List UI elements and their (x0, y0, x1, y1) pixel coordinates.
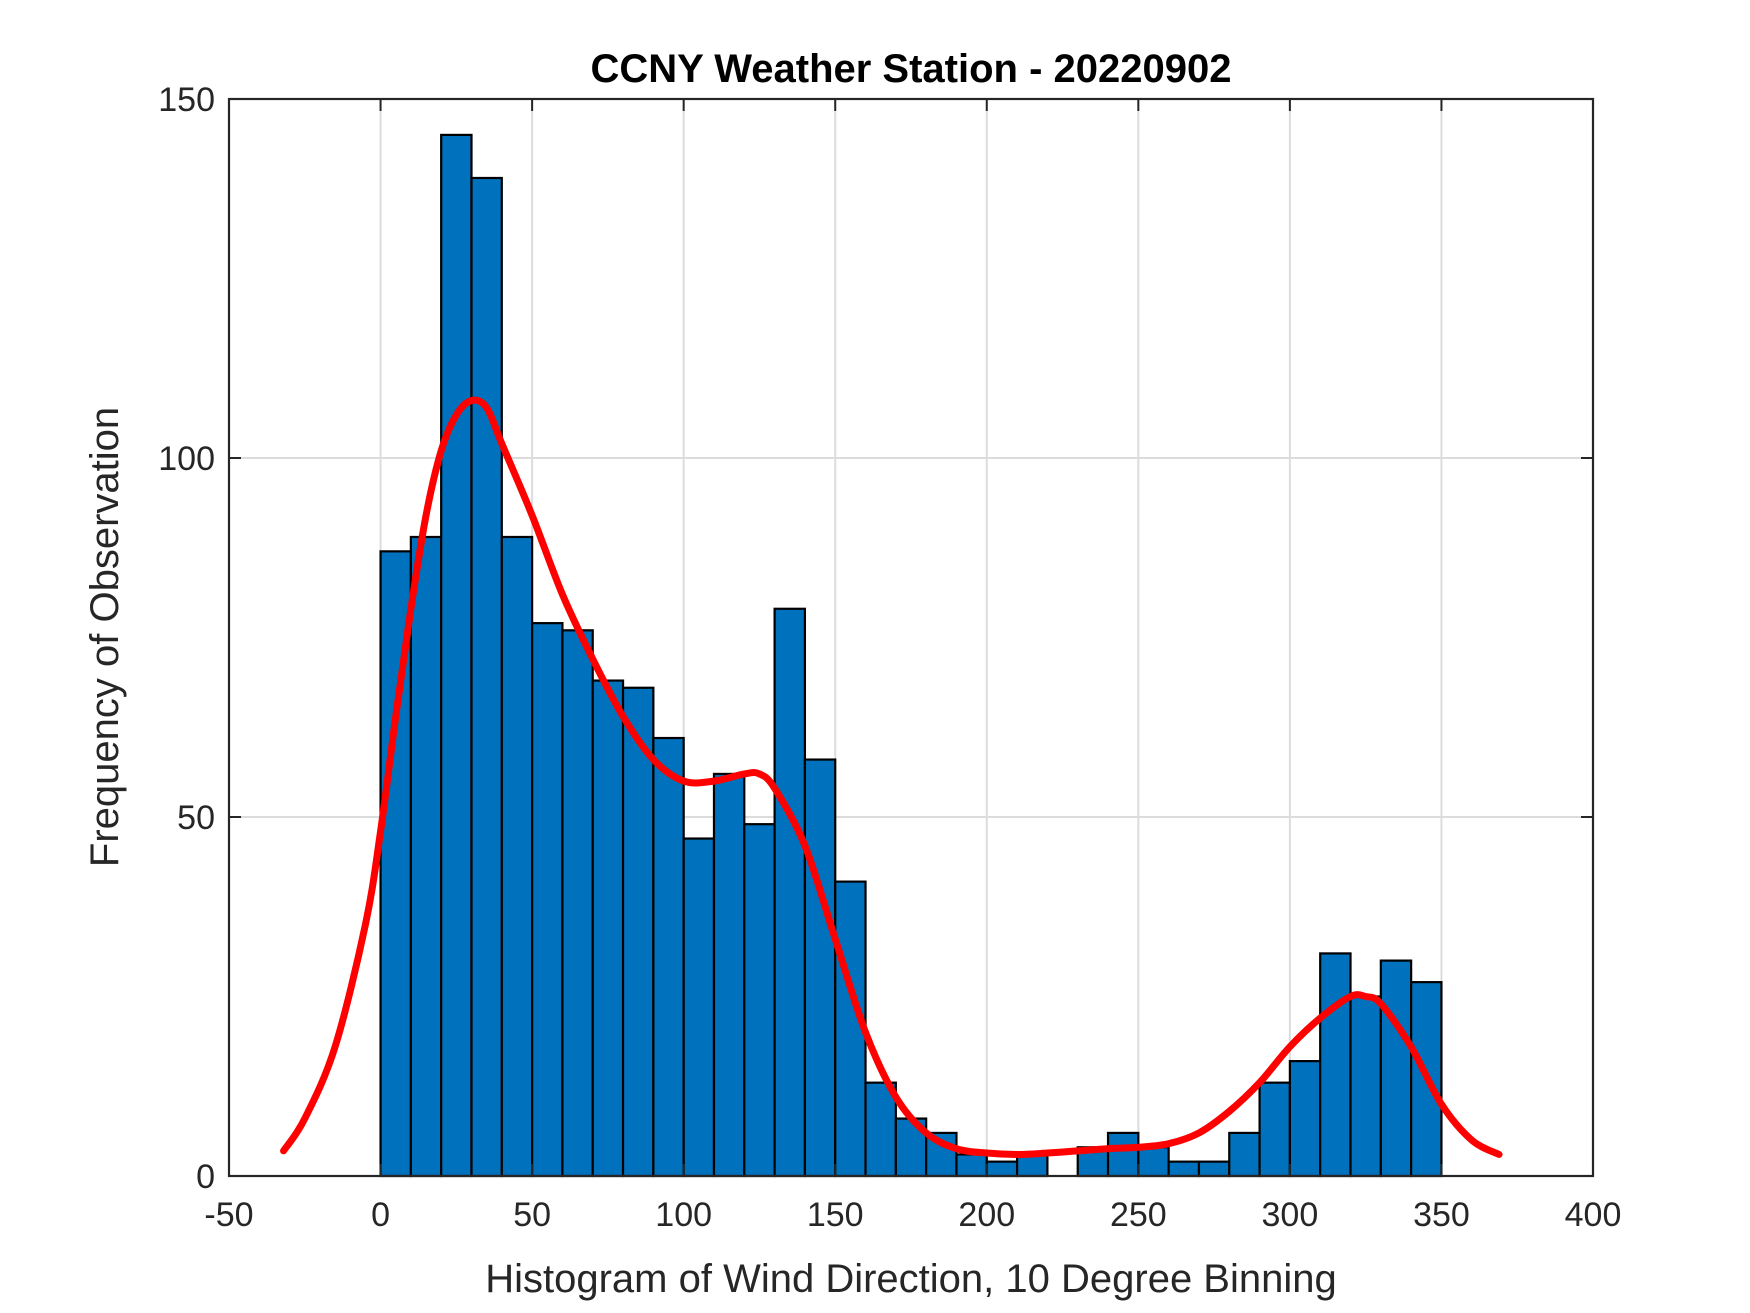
y-tick-label: 150 (158, 81, 215, 119)
histogram-bar (985, 1160, 1019, 1178)
x-tick-label: 0 (371, 1196, 390, 1234)
histogram-bar (500, 535, 534, 1178)
x-tick-label: -50 (204, 1196, 253, 1234)
axes-frame (227, 97, 1595, 1178)
histogram-bar (1349, 995, 1382, 1178)
histogram-bar (1258, 1081, 1291, 1178)
x-axis-label: Histogram of Wind Direction, 10 Degree B… (485, 1257, 1337, 1301)
axes-box (227, 97, 1595, 1178)
x-tick-labels: -50 0 50 100 150 200 250 300 350 400 (204, 1196, 1621, 1234)
x-tick-label: 100 (655, 1196, 712, 1234)
histogram-bar (682, 837, 716, 1178)
x-tick-label: 50 (513, 1196, 551, 1234)
histogram-bar (531, 622, 564, 1178)
y-tick-label: 50 (177, 799, 215, 837)
x-tick-label: 250 (1110, 1196, 1167, 1234)
y-axis-label: Frequency of Observation (83, 407, 127, 867)
histogram-bar (561, 629, 594, 1178)
y-tick-label: 0 (196, 1158, 215, 1196)
histogram-bar (1137, 1146, 1170, 1178)
x-tick-label: 350 (1413, 1196, 1470, 1234)
histogram-bar (652, 736, 685, 1178)
histogram-bar (773, 607, 807, 1178)
histogram-bar (864, 1081, 897, 1178)
chart-title: CCNY Weather Station - 20220902 (591, 47, 1232, 91)
histogram-bar (743, 823, 776, 1178)
x-tick-label: 200 (958, 1196, 1015, 1234)
histogram-bar (440, 133, 473, 1178)
y-tick-labels: 0 50 100 150 (158, 81, 215, 1196)
histogram-bar (1106, 1131, 1140, 1178)
density-curve-group (280, 396, 1503, 1158)
histogram-bar (803, 758, 837, 1178)
histogram-bar (1197, 1160, 1231, 1178)
histogram-bar (409, 535, 443, 1178)
density-curve (280, 396, 1503, 1158)
histogram-bar (712, 772, 746, 1178)
histogram-bar (1167, 1160, 1201, 1178)
histogram-bar (591, 679, 625, 1178)
histogram-bar (621, 686, 655, 1178)
x-tick-label: 300 (1262, 1196, 1319, 1234)
histogram-bar (1319, 952, 1352, 1178)
x-tick-label: 400 (1565, 1196, 1622, 1234)
histogram-bar (1288, 1060, 1322, 1178)
histogram-bar (955, 1153, 988, 1178)
y-tick-label: 100 (158, 440, 215, 478)
x-tick-label: 150 (807, 1196, 864, 1234)
histogram-bars (379, 133, 1443, 1178)
histogram-bar (470, 176, 503, 1178)
histogram-bar (1228, 1131, 1261, 1178)
histogram-bar (1379, 959, 1413, 1178)
